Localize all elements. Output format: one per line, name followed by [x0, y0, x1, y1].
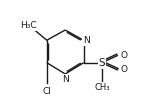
Text: N: N [83, 36, 90, 45]
Text: O: O [121, 65, 128, 74]
Text: N: N [62, 75, 69, 84]
Text: Cl: Cl [42, 87, 51, 96]
Text: O: O [121, 51, 128, 60]
Text: S: S [99, 58, 105, 68]
Text: H₃C: H₃C [20, 21, 37, 30]
Text: CH₃: CH₃ [94, 83, 110, 92]
